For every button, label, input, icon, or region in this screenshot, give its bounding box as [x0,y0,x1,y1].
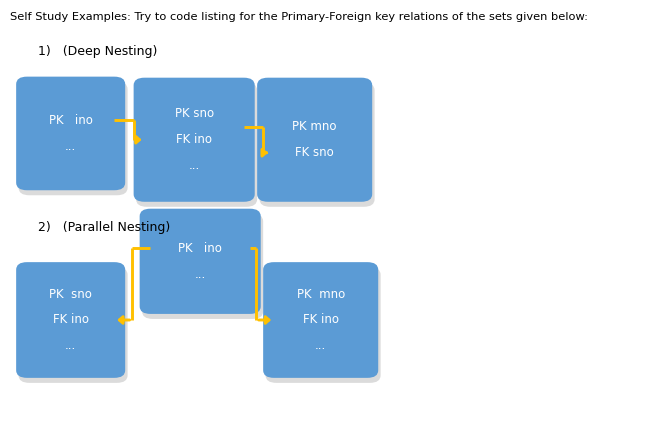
Text: ...: ... [189,159,200,172]
FancyBboxPatch shape [19,267,127,383]
Text: FK ino: FK ino [52,314,89,327]
Text: FK ino: FK ino [176,133,212,146]
FancyBboxPatch shape [136,83,257,207]
FancyBboxPatch shape [257,78,372,202]
FancyBboxPatch shape [263,262,378,378]
Text: FK ino: FK ino [303,314,339,327]
FancyBboxPatch shape [19,82,127,195]
Text: 1)   (Deep Nesting): 1) (Deep Nesting) [38,46,157,58]
FancyBboxPatch shape [266,267,380,383]
Text: ...: ... [65,140,76,153]
Text: PK   ino: PK ino [49,114,93,127]
Text: PK sno: PK sno [174,107,214,120]
Text: ...: ... [195,268,206,281]
FancyBboxPatch shape [16,262,125,378]
Text: ...: ... [65,339,76,352]
FancyBboxPatch shape [140,209,261,314]
Text: Self Study Examples: Try to code listing for the Primary-Foreign key relations o: Self Study Examples: Try to code listing… [11,12,588,22]
Text: 2)   (Parallel Nesting): 2) (Parallel Nesting) [38,222,170,235]
Text: PK   ino: PK ino [178,242,222,255]
Text: PK mno: PK mno [293,120,337,133]
Text: FK sno: FK sno [295,146,334,159]
FancyBboxPatch shape [142,214,263,319]
Text: PK  mno: PK mno [297,287,345,300]
FancyBboxPatch shape [134,78,255,202]
Text: ...: ... [315,339,326,352]
Text: PK  sno: PK sno [49,287,92,300]
FancyBboxPatch shape [16,77,125,190]
FancyBboxPatch shape [260,83,374,207]
